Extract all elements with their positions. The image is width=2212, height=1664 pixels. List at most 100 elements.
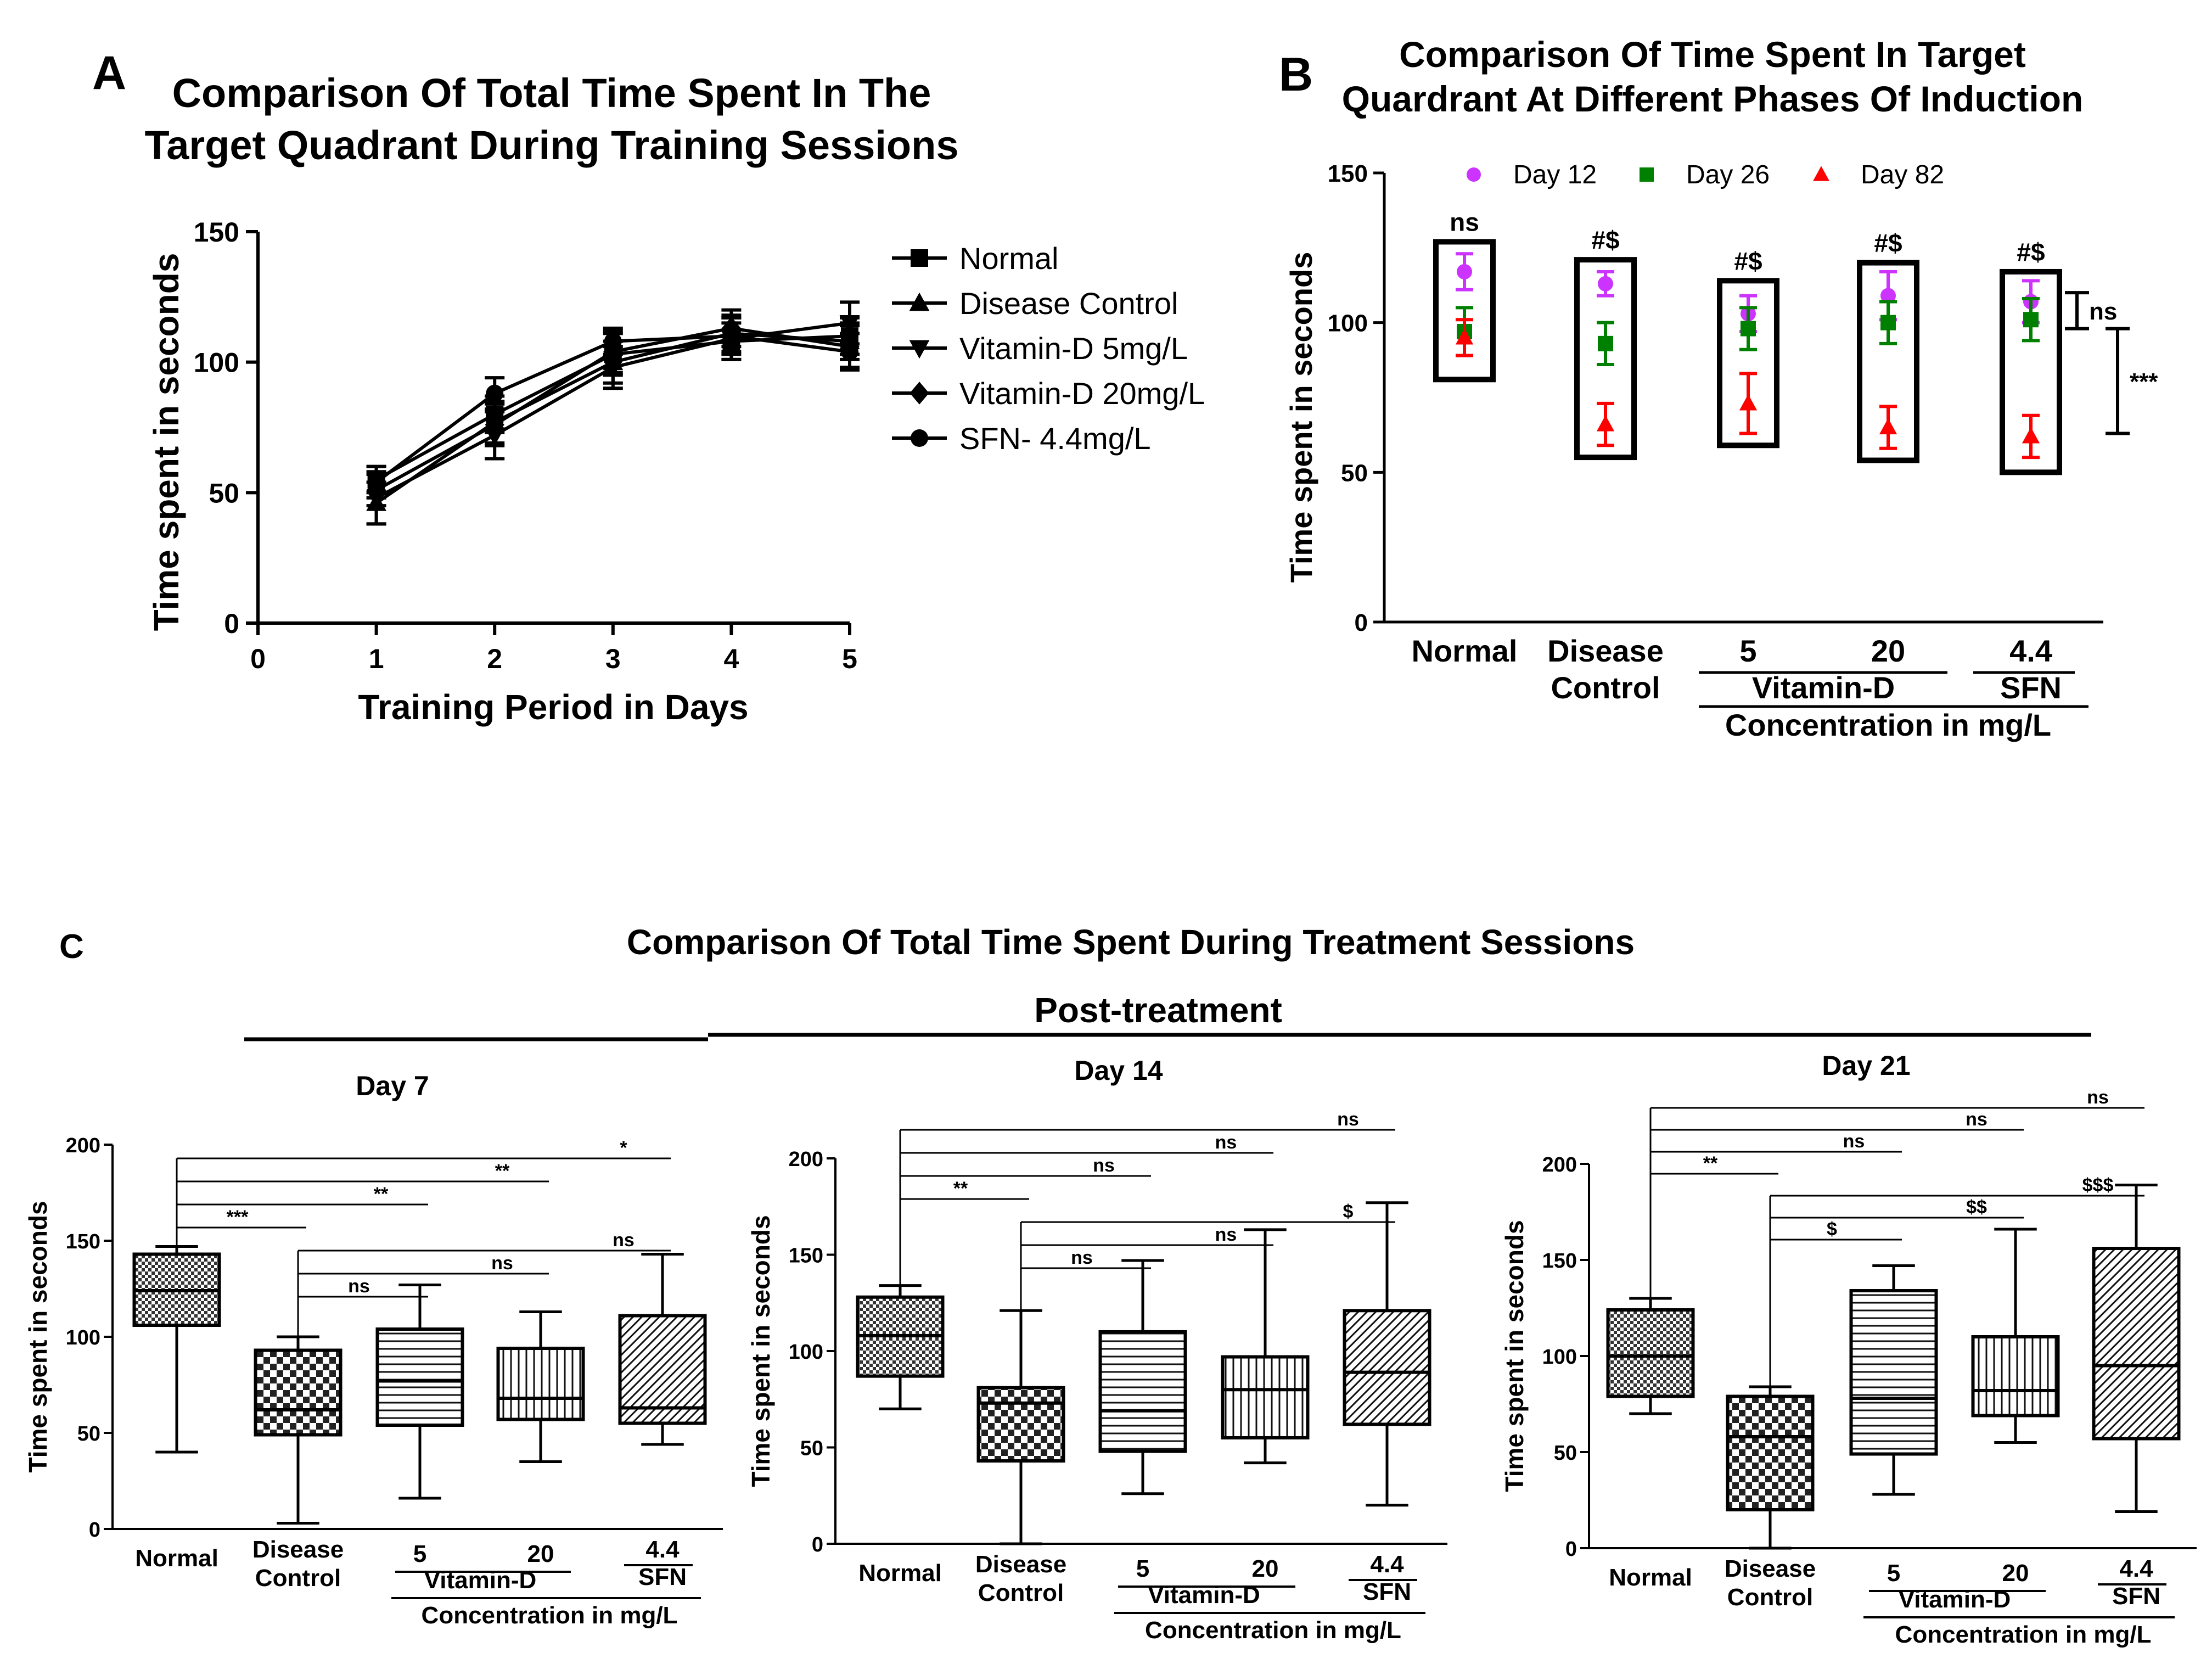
panel-b-legend: Day 12 Day 26 Day 82 xyxy=(1467,160,1944,189)
panel-a-y-tick-label: 0 xyxy=(224,608,239,639)
panel-b-point xyxy=(1596,415,1615,432)
panel-b-y-axis-label: Time spent in seconds xyxy=(1284,252,1318,583)
panel-b-x-label-line2: Control xyxy=(1551,670,1660,705)
panel-a-point xyxy=(485,413,504,436)
panel-a-legend-marker xyxy=(909,382,929,405)
panel-c-box-body xyxy=(618,1314,707,1425)
panel-b-marks: ns #$ #$ #$ #$ ns *** xyxy=(1433,208,2158,475)
panel-a-line-chart: A Comparison Of Total Time Spent In The … xyxy=(92,47,1205,727)
panel-c-bracket-label: ns xyxy=(1215,1224,1237,1245)
panel-c-day-title: Day 21 xyxy=(1822,1050,1910,1081)
panel-c-y-tick-label: 200 xyxy=(66,1134,100,1157)
panel-c-significance-bracket: ** xyxy=(176,1184,428,1247)
panel-b-legend-label: Day 12 xyxy=(1513,160,1597,189)
panel-a-legend-label: Vitamin-D 5mg/L xyxy=(959,331,1188,366)
panel-c-box-body xyxy=(976,1386,1065,1463)
panel-a-point xyxy=(841,343,858,361)
panel-c-box-3 xyxy=(496,1310,585,1463)
panel-c-significance-bracket: * xyxy=(176,1138,671,1247)
panel-c-x-label-20: 20 xyxy=(1252,1555,1279,1582)
panel-c-x-label-normal: Normal xyxy=(135,1545,218,1572)
panel-c-bracket-label: ns xyxy=(1093,1155,1115,1176)
panel-a-x-axis-label: Training Period in Days xyxy=(358,687,748,727)
panel-a-point xyxy=(486,384,504,402)
panel-a-legend-item: Normal xyxy=(892,241,1058,276)
panel-a-legend-label: Vitamin-D 20mg/L xyxy=(959,376,1205,411)
panel-c-y-tick-label: 0 xyxy=(89,1519,100,1542)
panel-b-point xyxy=(1880,315,1896,330)
panel-c-y-tick-label: 150 xyxy=(66,1230,100,1253)
panel-c-x-label-5: 5 xyxy=(1136,1555,1149,1582)
panel-c-significance-bracket: *** xyxy=(176,1207,306,1247)
panel-b-point xyxy=(2023,312,2039,328)
panel-b-point xyxy=(1598,335,1613,351)
panel-a-legend-marker xyxy=(911,429,928,447)
panel-c-subplot-2: Day 14 0 50 100 150 200 Time spent in seconds n… xyxy=(746,1055,1447,1644)
panel-c-significance-bracket: ns xyxy=(297,1276,428,1337)
panel-c-bracket-label: ns xyxy=(1843,1131,1865,1152)
panel-c-subtitle: Post-treatment xyxy=(1034,990,1282,1030)
panel-a-title-line-2: Target Quadrant During Training Sessions xyxy=(145,122,959,168)
panel-b-point xyxy=(1741,321,1756,337)
panel-c-x-label-4-4: 4.4 xyxy=(2119,1555,2153,1582)
panel-a-x-tick-label: 4 xyxy=(723,643,739,674)
panel-a-legend-label: Normal xyxy=(959,241,1058,276)
panel-b-x-label: 4.4 xyxy=(2009,634,2052,668)
panel-c-box-3 xyxy=(1971,1228,2060,1444)
panel-b-legend-item: Day 12 xyxy=(1467,160,1597,189)
panel-c-box-plots: C Comparison Of Total Time Spent During … xyxy=(24,922,2197,1648)
panel-c-box-body xyxy=(254,1348,343,1437)
panel-c-box-1 xyxy=(1726,1385,1815,1550)
panel-c-y-tick-label: 0 xyxy=(812,1533,823,1556)
panel-c-significance-bracket: ns xyxy=(297,1253,549,1337)
panel-c-y-tick-label: 200 xyxy=(1542,1153,1577,1176)
panel-a-x-tick-label: 2 xyxy=(487,643,502,674)
panel-b-point xyxy=(2022,427,2040,444)
panel-c-x-label-control: Control xyxy=(255,1565,341,1592)
panel-c-bracket-label: *** xyxy=(227,1207,249,1228)
panel-a-legend-marker xyxy=(909,340,930,359)
panel-c-vitd-label: Vitamin-D xyxy=(1148,1582,1260,1609)
panel-a-x-tick-label: 1 xyxy=(369,643,384,674)
panel-a-y-tick-label: 100 xyxy=(194,348,239,378)
panel-c-box-1 xyxy=(976,1309,1065,1545)
panel-b-group-annotation: #$ xyxy=(1591,226,1619,254)
panel-c-box-0 xyxy=(856,1284,945,1410)
panel-c-y-tick-label: 0 xyxy=(1565,1538,1577,1561)
panel-b-right-bracket-label: *** xyxy=(2130,368,2158,395)
panel-a-y-tick-label: 150 xyxy=(194,217,239,248)
panel-b-group-annotation: #$ xyxy=(1734,246,1762,275)
panel-a-axes: 0 50 100 150 0 1 2 3 4 5 xyxy=(194,217,857,674)
panel-c-x-label-4-4: 4.4 xyxy=(1370,1551,1404,1578)
panel-c-box-2 xyxy=(375,1284,464,1500)
panel-c-significance-bracket: $$$ xyxy=(1769,1175,2144,1387)
panel-b-right-bracket-label: ns xyxy=(2089,298,2117,325)
panel-c-box-2 xyxy=(1849,1264,1938,1496)
panel-a-legend: Normal Disease Control Vitamin-D 5mg/L Vita… xyxy=(892,241,1205,456)
panel-b-y-tick-label: 50 xyxy=(1341,460,1368,486)
panel-b-x-labels: Normal Disease 5 20 4.4 Control Vitamin-D SFNCo… xyxy=(1412,634,2089,742)
panel-c-box-body xyxy=(496,1347,585,1421)
panel-c-y-tick-label: 100 xyxy=(66,1326,100,1349)
panel-b-legend-item: Day 26 xyxy=(1640,160,1770,189)
panel-a-x-tick-label: 5 xyxy=(842,643,857,674)
panel-c-x-label-20: 20 xyxy=(2002,1560,2029,1587)
panel-b-group-box xyxy=(1857,260,1919,463)
panel-b-y-tick-label: 100 xyxy=(1328,310,1368,337)
panel-b-x-axis-label: Concentration in mg/L xyxy=(1725,708,2051,742)
panel-c-bracket-label: ** xyxy=(374,1184,389,1204)
panel-c-x-label-normal: Normal xyxy=(858,1560,942,1587)
panel-b-y-tick-label: 150 xyxy=(1328,160,1368,187)
panel-c-x-label-20: 20 xyxy=(527,1540,554,1567)
panel-c-box-body xyxy=(1098,1330,1187,1453)
panel-b-group-annotation: ns xyxy=(1450,208,1479,236)
panel-c-box-body xyxy=(1606,1308,1695,1398)
panel-c-box-body xyxy=(1849,1289,1938,1456)
panel-c-significance-bracket: ** xyxy=(1649,1153,1778,1298)
panel-c-day-title: Day 14 xyxy=(1074,1055,1163,1086)
panel-c-significance-bracket: ns xyxy=(899,1109,1395,1286)
panel-c-box-body xyxy=(375,1327,464,1427)
